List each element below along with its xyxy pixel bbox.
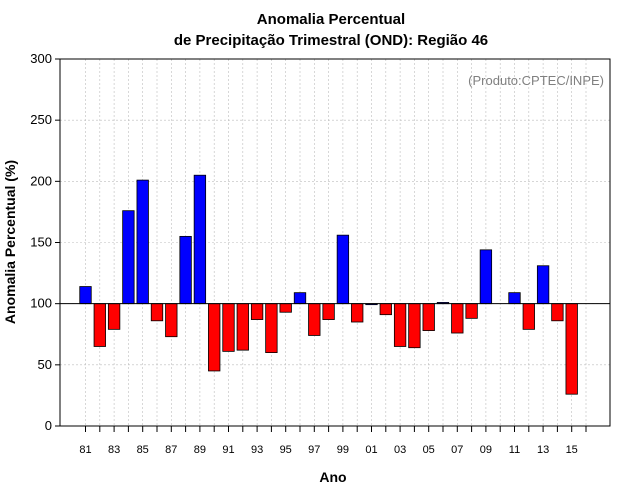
x-tick-label: 91: [222, 444, 234, 456]
x-tick-label: 85: [137, 444, 149, 456]
bar-03: [393, 303, 407, 347]
y-tick-label: 150: [30, 235, 52, 250]
x-axis-label: Ano: [319, 469, 346, 485]
bar-85: [136, 179, 149, 305]
x-tick-label: 13: [537, 444, 549, 456]
bar-98: [322, 303, 335, 320]
x-axis-ticks: 81 83 85 87 89 91 93 95 97 99 01 03 05 07 09 11 13 15: [79, 426, 587, 456]
bar-04: [408, 303, 421, 349]
bar-94: [265, 303, 278, 353]
chart-title: Anomalia Percentual: [257, 11, 405, 28]
bar-91: [222, 303, 235, 352]
bar-14: [551, 303, 564, 322]
bar-15: [565, 303, 578, 395]
bar-08: [465, 303, 478, 319]
x-tick-label: 87: [165, 444, 177, 456]
bar-99: [336, 234, 350, 305]
bar-96: [293, 292, 307, 305]
x-tick-label: 99: [337, 444, 349, 456]
y-tick-label: 300: [30, 51, 52, 66]
y-tick-label: 0: [45, 418, 52, 433]
bar-11: [508, 292, 521, 305]
x-tick-label: 89: [194, 444, 206, 456]
bar-05: [422, 303, 435, 331]
bar-95: [279, 303, 292, 313]
x-tick-label: 07: [451, 444, 463, 456]
bar-13: [536, 265, 550, 305]
bar-86: [150, 303, 164, 322]
x-tick-label: 81: [79, 444, 91, 456]
x-tick-label: 01: [365, 444, 377, 456]
y-axis-ticks: 0 50 100 150 200 250 300: [30, 51, 60, 433]
bar-02: [379, 303, 392, 316]
bar-00: [351, 303, 364, 323]
bar-87: [165, 303, 178, 338]
x-tick-label: 93: [251, 444, 263, 456]
x-tick-label: 15: [566, 444, 578, 456]
grid-lines: [60, 59, 610, 426]
y-tick-label: 50: [38, 357, 52, 372]
y-tick-label: 250: [30, 112, 52, 127]
x-tick-label: 03: [394, 444, 406, 456]
bar-12: [522, 303, 535, 330]
bar-93: [250, 303, 264, 320]
x-tick-label: 09: [480, 444, 492, 456]
bar-92: [236, 303, 249, 351]
x-tick-label: 95: [280, 444, 292, 456]
x-tick-label: 05: [423, 444, 435, 456]
bar-81: [79, 286, 92, 305]
x-tick-label: 83: [108, 444, 120, 456]
bar-83: [107, 303, 121, 330]
bar-07: [451, 303, 464, 334]
y-tick-label: 200: [30, 173, 52, 188]
x-tick-label: 97: [308, 444, 320, 456]
bar-97: [308, 303, 321, 336]
credit-text: (Produto:CPTEC/INPE): [468, 73, 604, 88]
bar-82: [93, 303, 106, 347]
bar-09: [479, 249, 493, 305]
bar-84: [122, 210, 135, 305]
bar-89: [193, 174, 207, 305]
bar-88: [179, 235, 192, 305]
bar-90: [208, 303, 221, 372]
y-axis-label: Anomalia Percentual (%): [2, 160, 18, 324]
x-tick-label: 11: [509, 444, 520, 456]
y-tick-label: 100: [30, 296, 52, 311]
chart-subtitle: de Precipitação Trimestral (OND): Região…: [174, 32, 488, 49]
